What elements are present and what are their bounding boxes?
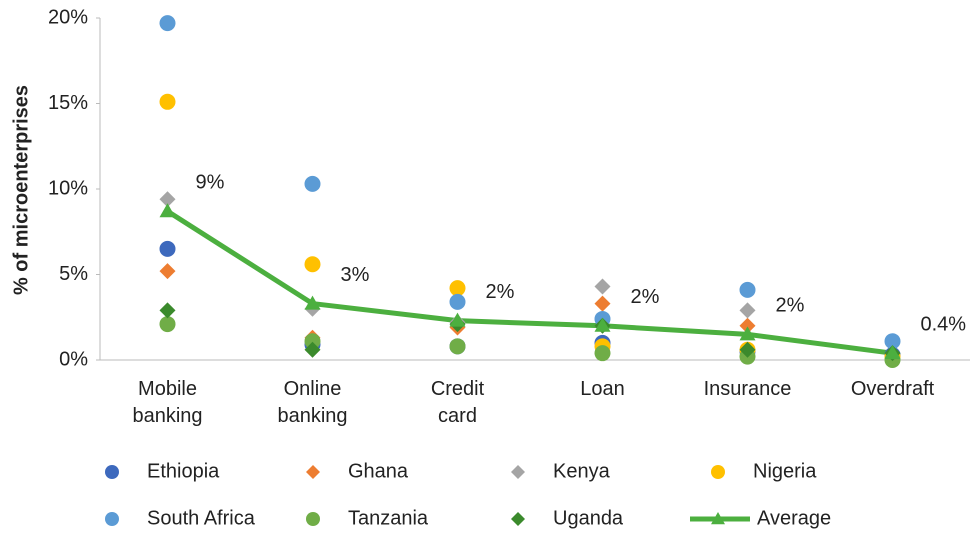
y-tick-label: 0%	[59, 348, 88, 370]
x-tick-label: Mobile banking	[132, 378, 203, 427]
point	[159, 191, 176, 208]
data-label: 3%	[341, 264, 370, 286]
legend-label: South Africa	[147, 507, 256, 529]
point	[159, 240, 176, 257]
legend-marker	[105, 512, 119, 526]
point	[739, 281, 756, 298]
y-tick-label: 15%	[48, 92, 88, 114]
point	[884, 333, 901, 350]
point	[594, 317, 611, 332]
point	[739, 302, 756, 319]
data-label: 9%	[196, 172, 225, 194]
legend-label: Kenya	[553, 460, 611, 482]
legend-label: Tanzania	[348, 507, 429, 529]
data-label: 2%	[631, 286, 660, 308]
point	[159, 316, 176, 333]
legend-label: Ghana	[348, 460, 409, 482]
point	[594, 345, 611, 362]
point	[739, 326, 756, 341]
y-tick-label: 20%	[48, 6, 88, 28]
x-tick-label: Online banking	[277, 378, 348, 427]
y-axis-label: % of microenterprises	[10, 85, 32, 295]
legend-label: Uganda	[553, 507, 624, 529]
data-label: 2%	[486, 281, 515, 303]
point	[159, 263, 176, 280]
y-tick-label: 5%	[59, 263, 88, 285]
legend-marker	[306, 512, 320, 526]
point	[594, 295, 611, 312]
point	[449, 280, 466, 297]
point	[304, 341, 321, 358]
legend-label: Nigeria	[753, 460, 817, 482]
point	[449, 293, 466, 310]
y-tick-label: 10%	[48, 177, 88, 199]
point	[159, 203, 176, 218]
point	[304, 256, 321, 273]
point	[739, 341, 756, 358]
legend-marker	[711, 512, 725, 525]
legend-marker	[711, 465, 725, 479]
average-line	[166, 209, 893, 356]
x-tick-label: Loan	[580, 378, 625, 400]
legend-marker	[105, 465, 119, 479]
point	[449, 338, 466, 355]
x-tick-label: Credit card	[430, 378, 485, 427]
point	[159, 302, 176, 319]
point	[449, 312, 466, 327]
point	[594, 278, 611, 295]
data-label: 0.4%	[921, 313, 967, 335]
point	[159, 93, 176, 110]
point	[304, 295, 321, 310]
x-tick-label: Insurance	[703, 378, 792, 400]
x-tick-label: Overdraft	[850, 378, 935, 400]
legend-marker	[511, 512, 525, 526]
legend-label: Average	[757, 507, 831, 529]
point	[304, 333, 321, 350]
legend-marker	[306, 465, 320, 479]
point	[884, 345, 901, 360]
legend-marker	[511, 465, 525, 479]
point	[304, 175, 321, 192]
data-label: 2%	[776, 295, 805, 317]
point	[739, 317, 756, 334]
legend-label: Ethiopia	[147, 460, 220, 482]
point	[159, 15, 176, 32]
